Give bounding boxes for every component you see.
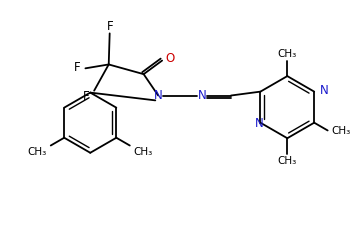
Text: N: N <box>154 89 163 102</box>
Text: CH₃: CH₃ <box>332 126 351 136</box>
Text: F: F <box>107 20 114 33</box>
Text: CH₃: CH₃ <box>278 49 297 59</box>
Text: F: F <box>83 90 90 103</box>
Text: N: N <box>320 84 329 97</box>
Text: CH₃: CH₃ <box>27 147 47 157</box>
Text: N: N <box>197 89 206 102</box>
Text: N: N <box>255 117 264 130</box>
Text: O: O <box>165 52 175 65</box>
Text: F: F <box>74 61 81 74</box>
Text: CH₃: CH₃ <box>134 147 153 157</box>
Text: CH₃: CH₃ <box>278 155 297 166</box>
